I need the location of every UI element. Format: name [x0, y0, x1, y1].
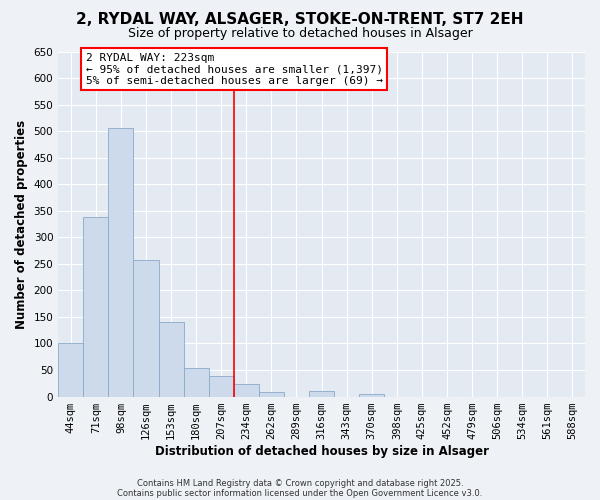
Bar [234, 384, 259, 396]
X-axis label: Distribution of detached houses by size in Alsager: Distribution of detached houses by size … [155, 444, 488, 458]
Bar [133, 260, 158, 396]
Bar [83, 217, 109, 396]
Bar [209, 376, 234, 396]
Text: 2, RYDAL WAY, ALSAGER, STOKE-ON-TRENT, ST7 2EH: 2, RYDAL WAY, ALSAGER, STOKE-ON-TRENT, S… [76, 12, 524, 28]
Y-axis label: Number of detached properties: Number of detached properties [15, 120, 28, 328]
Bar [109, 128, 133, 396]
Text: Size of property relative to detached houses in Alsager: Size of property relative to detached ho… [128, 28, 472, 40]
Bar [259, 392, 284, 396]
Bar [58, 344, 83, 396]
Text: 2 RYDAL WAY: 223sqm
← 95% of detached houses are smaller (1,397)
5% of semi-deta: 2 RYDAL WAY: 223sqm ← 95% of detached ho… [86, 52, 383, 86]
Bar [359, 394, 385, 396]
Text: Contains public sector information licensed under the Open Government Licence v3: Contains public sector information licen… [118, 488, 482, 498]
Text: Contains HM Land Registry data © Crown copyright and database right 2025.: Contains HM Land Registry data © Crown c… [137, 478, 463, 488]
Bar [309, 390, 334, 396]
Bar [184, 368, 209, 396]
Bar [158, 322, 184, 396]
